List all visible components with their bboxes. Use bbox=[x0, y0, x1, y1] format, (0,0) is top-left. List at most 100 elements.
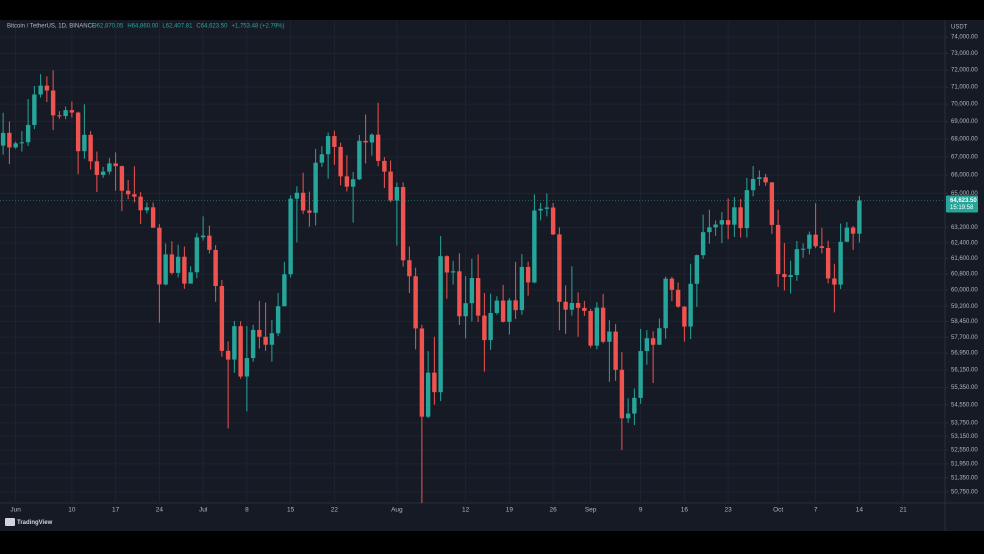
candle-body bbox=[188, 272, 193, 284]
candle-body bbox=[275, 306, 281, 334]
candle-body bbox=[175, 256, 181, 273]
candles bbox=[0, 70, 862, 503]
candle-body bbox=[132, 194, 137, 197]
candle-body bbox=[750, 178, 756, 191]
candle-body bbox=[69, 110, 75, 113]
y-tick-label: 51,350.00 bbox=[951, 475, 978, 481]
y-tick-label: 70,000.00 bbox=[951, 102, 978, 108]
candle-body bbox=[794, 249, 800, 276]
candle-body bbox=[575, 302, 581, 308]
candle-body bbox=[438, 256, 443, 393]
candle-body bbox=[232, 326, 237, 360]
candle-body bbox=[125, 190, 131, 195]
y-tick-label: 62,400.00 bbox=[951, 240, 978, 246]
candle-body bbox=[619, 369, 625, 419]
header-value: C64,623.50 bbox=[196, 24, 228, 30]
candle-body bbox=[288, 198, 293, 275]
candle-body bbox=[738, 207, 743, 229]
y-tick-label: 59,200.00 bbox=[951, 304, 978, 310]
candle-body bbox=[50, 90, 56, 116]
candle-body bbox=[325, 136, 331, 155]
y-tick-label: 57,700.00 bbox=[951, 335, 978, 341]
header-value: L62,407.81 bbox=[162, 24, 193, 30]
candle-body bbox=[613, 331, 618, 370]
candle-body bbox=[300, 192, 306, 211]
candle-body bbox=[32, 94, 37, 125]
candle-body bbox=[682, 306, 687, 327]
candle-body bbox=[494, 300, 500, 313]
x-tick-label: Oct bbox=[773, 507, 783, 514]
candle-body bbox=[82, 134, 87, 152]
candle-body bbox=[425, 372, 431, 417]
candle-body bbox=[419, 328, 425, 417]
candle-body bbox=[294, 192, 300, 199]
candle-body bbox=[513, 300, 518, 311]
candle-body bbox=[650, 338, 656, 345]
candle-body bbox=[407, 260, 412, 277]
x-tick-label: 9 bbox=[639, 507, 643, 514]
candle-body bbox=[388, 171, 393, 201]
candle-body bbox=[769, 182, 775, 225]
candle-body bbox=[675, 289, 681, 307]
candle-body bbox=[344, 176, 350, 187]
candle-body bbox=[569, 302, 575, 310]
candle-body bbox=[825, 247, 831, 279]
y-tick-label: 71,000.00 bbox=[951, 85, 978, 91]
candle-body bbox=[19, 142, 25, 144]
candle-body bbox=[113, 163, 118, 167]
candle-body bbox=[207, 235, 212, 250]
candle-body bbox=[607, 331, 612, 342]
candle-body bbox=[819, 246, 825, 248]
candle-body bbox=[357, 140, 362, 180]
candle-body bbox=[119, 166, 125, 191]
y-tick-label: 73,000.00 bbox=[951, 51, 978, 57]
candle-body bbox=[500, 300, 506, 322]
candle-body bbox=[813, 234, 818, 247]
candle-body bbox=[707, 227, 712, 233]
candle-body bbox=[150, 207, 156, 228]
y-tick-label: 54,550.00 bbox=[951, 402, 978, 408]
candle-body bbox=[450, 271, 456, 273]
candle-body bbox=[182, 256, 187, 284]
y-tick-label: 67,000.00 bbox=[951, 155, 978, 161]
x-tick-label: Sep bbox=[585, 507, 597, 514]
candle-body bbox=[469, 278, 475, 304]
candle-body bbox=[244, 358, 250, 377]
candle-body bbox=[444, 256, 450, 273]
x-tick-label: 23 bbox=[725, 507, 733, 514]
y-tick-label: 60,800.00 bbox=[951, 272, 978, 278]
candle-body bbox=[857, 200, 862, 234]
chart-title: Bitcoin / TetherUS, 1D, BINANCE bbox=[7, 24, 96, 30]
y-tick-label: 51,950.00 bbox=[951, 461, 978, 467]
candle-body bbox=[850, 227, 856, 234]
y-tick-label: 52,550.00 bbox=[951, 448, 978, 454]
candle-body bbox=[369, 134, 375, 143]
candle-body bbox=[263, 336, 268, 345]
candle-body bbox=[525, 266, 531, 283]
x-tick-label: 14 bbox=[856, 507, 864, 514]
x-tick-label: Jun bbox=[10, 507, 21, 514]
x-tick-label: Aug bbox=[391, 507, 403, 514]
candle-body bbox=[832, 278, 837, 285]
candle-body bbox=[394, 187, 400, 201]
candle-body bbox=[100, 171, 106, 175]
candle-body bbox=[332, 136, 337, 147]
y-tick-label: 66,000.00 bbox=[951, 173, 978, 179]
y-tick-label: 74,000.00 bbox=[951, 35, 978, 41]
x-tick-label: 10 bbox=[68, 507, 76, 514]
candle-body bbox=[475, 278, 481, 316]
candle-body bbox=[688, 283, 693, 327]
candle-body bbox=[144, 207, 150, 211]
y-tick-label: 53,150.00 bbox=[951, 434, 978, 440]
x-tick-label: Jul bbox=[199, 507, 208, 514]
y-tick-label: 53,750.00 bbox=[951, 420, 978, 426]
candle-body bbox=[319, 154, 325, 163]
candle-body bbox=[194, 237, 200, 273]
candle-body bbox=[757, 177, 762, 179]
candle-body bbox=[488, 312, 493, 341]
y-tick-label: 69,000.00 bbox=[951, 119, 978, 125]
x-tick-label: 8 bbox=[245, 507, 249, 514]
candle-body bbox=[25, 124, 31, 143]
y-tick-label: 55,350.00 bbox=[951, 385, 978, 391]
